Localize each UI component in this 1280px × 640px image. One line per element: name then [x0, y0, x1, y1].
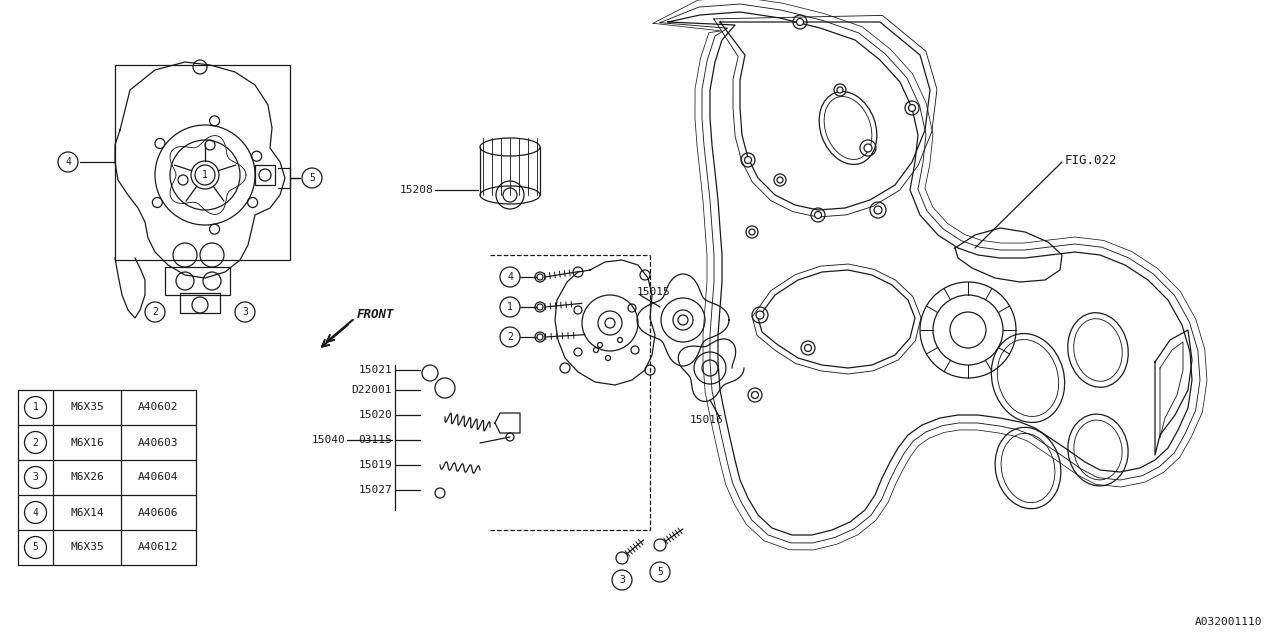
Text: 2: 2 — [152, 307, 157, 317]
Text: A40602: A40602 — [138, 403, 179, 413]
Circle shape — [302, 168, 323, 188]
Circle shape — [145, 302, 165, 322]
Text: 4: 4 — [65, 157, 70, 167]
Text: 3: 3 — [32, 472, 38, 483]
Bar — [255, 165, 275, 185]
Text: M6X16: M6X16 — [70, 438, 104, 447]
Text: 0311S: 0311S — [358, 435, 392, 445]
Text: 3: 3 — [242, 307, 248, 317]
Circle shape — [24, 536, 46, 559]
Text: 4: 4 — [507, 272, 513, 282]
Circle shape — [58, 152, 78, 172]
Text: A032001110: A032001110 — [1194, 617, 1262, 627]
Circle shape — [24, 397, 46, 419]
Circle shape — [24, 467, 46, 488]
Bar — [115, 65, 291, 260]
Text: 15016: 15016 — [690, 415, 723, 425]
Text: 1: 1 — [32, 403, 38, 413]
Text: 5: 5 — [657, 567, 663, 577]
Circle shape — [192, 297, 207, 313]
Text: A40603: A40603 — [138, 438, 179, 447]
Text: 1: 1 — [507, 302, 513, 312]
Text: 2: 2 — [32, 438, 38, 447]
Circle shape — [616, 552, 628, 564]
Text: 5: 5 — [32, 543, 38, 552]
Text: A40606: A40606 — [138, 508, 179, 518]
Circle shape — [195, 165, 215, 185]
Text: 1: 1 — [202, 170, 207, 180]
Circle shape — [24, 502, 46, 524]
Text: M6X35: M6X35 — [70, 403, 104, 413]
Circle shape — [538, 334, 543, 340]
Text: A40604: A40604 — [138, 472, 179, 483]
Circle shape — [538, 274, 543, 280]
Circle shape — [756, 311, 764, 319]
Circle shape — [874, 206, 882, 214]
Circle shape — [650, 562, 669, 582]
Text: D22001: D22001 — [352, 385, 392, 395]
Text: 5: 5 — [308, 173, 315, 183]
Circle shape — [538, 304, 543, 310]
Circle shape — [751, 392, 759, 399]
Circle shape — [814, 211, 822, 218]
Circle shape — [654, 539, 666, 551]
Text: A40612: A40612 — [138, 543, 179, 552]
Circle shape — [612, 570, 632, 590]
Text: M6X35: M6X35 — [70, 543, 104, 552]
Circle shape — [236, 302, 255, 322]
Text: 3: 3 — [620, 575, 625, 585]
Circle shape — [749, 229, 755, 235]
Circle shape — [796, 19, 804, 26]
Circle shape — [864, 144, 872, 152]
Text: FIG.022: FIG.022 — [1065, 154, 1117, 166]
Text: 15208: 15208 — [399, 185, 433, 195]
Text: 15020: 15020 — [358, 410, 392, 420]
Text: M6X14: M6X14 — [70, 508, 104, 518]
Text: 2: 2 — [507, 332, 513, 342]
Circle shape — [837, 87, 844, 93]
Text: 15015: 15015 — [637, 287, 671, 297]
Circle shape — [500, 297, 520, 317]
Text: 4: 4 — [32, 508, 38, 518]
Circle shape — [777, 177, 783, 183]
Bar — [180, 293, 220, 313]
Circle shape — [909, 104, 915, 111]
Text: 15027: 15027 — [358, 485, 392, 495]
Text: M6X26: M6X26 — [70, 472, 104, 483]
Circle shape — [500, 267, 520, 287]
Circle shape — [745, 157, 751, 163]
Circle shape — [805, 344, 812, 351]
Circle shape — [500, 327, 520, 347]
Circle shape — [24, 431, 46, 454]
Text: FRONT: FRONT — [357, 308, 394, 321]
Bar — [165, 267, 230, 295]
Text: 15040: 15040 — [311, 435, 346, 445]
Text: 15021: 15021 — [358, 365, 392, 375]
Text: 15019: 15019 — [358, 460, 392, 470]
